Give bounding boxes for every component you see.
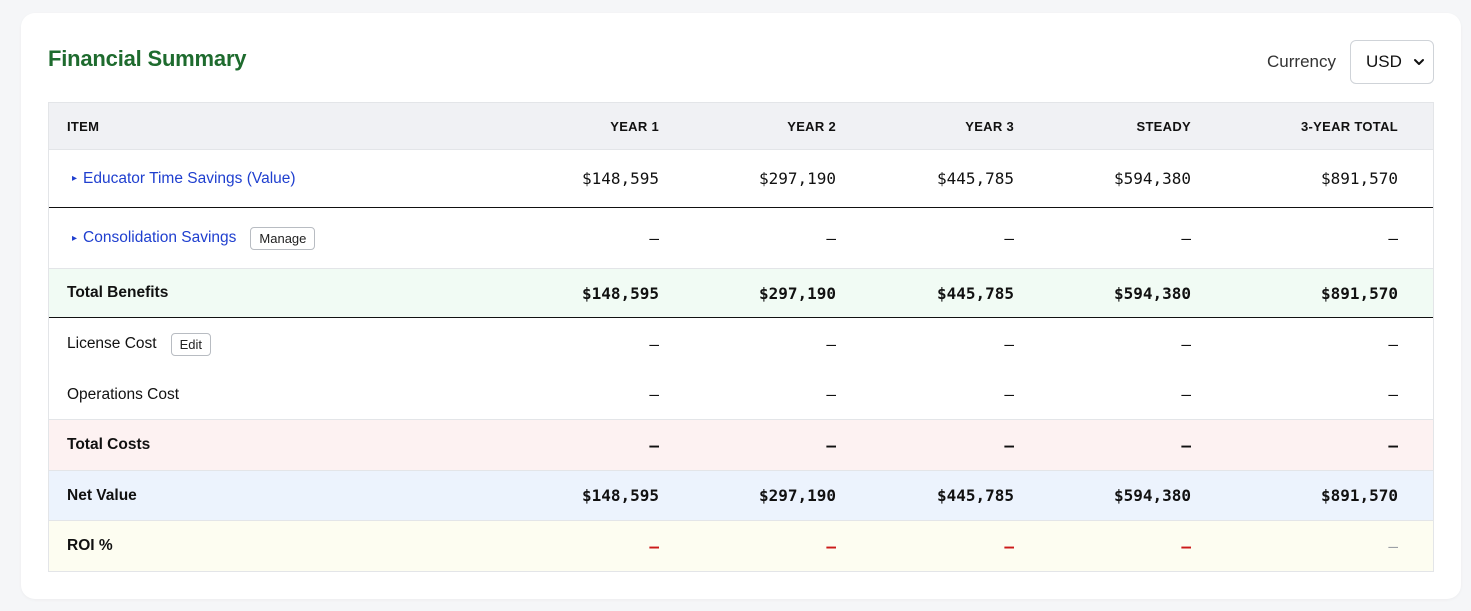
cell-steady: $594,380	[1113, 486, 1191, 505]
cell-year1: $148,595	[581, 283, 659, 303]
manage-button[interactable]: Manage	[250, 226, 316, 250]
cell-year3: –	[1004, 334, 1014, 354]
column-header-3year-total: 3-YEAR TOTAL	[1300, 118, 1398, 134]
currency-label: Currency	[1267, 52, 1336, 71]
currency-value: USD	[1366, 52, 1402, 71]
educator-time-savings-toggle[interactable]: ▸ Educator Time Savings (Value)	[49, 170, 499, 188]
cell-year1: –	[649, 334, 659, 354]
cell-year1: –	[649, 435, 659, 455]
cell-3year-total: –	[1388, 435, 1398, 455]
financial-table: ITEM YEAR 1 YEAR 2 YEAR 3 STEADY 3-YEAR …	[48, 102, 1434, 572]
row-label: Operations Cost	[67, 385, 179, 403]
column-header-steady: STEADY	[1136, 118, 1191, 134]
page-title: Financial Summary	[48, 46, 247, 71]
row-label: Total Costs	[67, 436, 151, 453]
cell-year3: –	[1004, 385, 1014, 404]
cell-steady: –	[1181, 385, 1191, 404]
cell-year2: –	[826, 435, 836, 455]
consolidation-savings-toggle[interactable]: Consolidation Savings	[83, 229, 237, 246]
expand-caret-icon: ▸	[72, 173, 78, 184]
row-label: ROI %	[67, 537, 113, 554]
row-label: Net Value	[67, 486, 137, 504]
table-row-net-value: Net Value $148,595 $297,190 $445,785 $59…	[49, 471, 1433, 521]
row-label: Total Benefits	[67, 284, 169, 301]
table-row-license-cost: License Cost Edit – – – – –	[49, 318, 1433, 370]
cell-year1: $148,595	[581, 169, 659, 188]
consolidation-savings-cell: ▸ Consolidation Savings Manage	[49, 226, 499, 250]
column-header-year3: YEAR 3	[965, 118, 1014, 134]
cell-year3: $445,785	[936, 486, 1014, 505]
row-label: Educator Time Savings (Value)	[83, 169, 296, 187]
expand-caret-icon[interactable]: ▸	[72, 232, 78, 244]
row-label: License Cost	[67, 335, 157, 352]
table-row-roi: ROI % – – – – –	[49, 521, 1433, 571]
table-header-row: ITEM YEAR 1 YEAR 2 YEAR 3 STEADY 3-YEAR …	[49, 103, 1433, 150]
cell-year2: –	[826, 228, 836, 248]
cell-year3: $445,785	[936, 169, 1014, 188]
financial-summary-card: Financial Summary Currency USD ITEM YEAR…	[21, 13, 1461, 599]
license-cost-cell: License Cost Edit	[49, 332, 499, 356]
cell-steady: $594,380	[1113, 169, 1191, 188]
cell-3year-total: $891,570	[1320, 283, 1398, 303]
cell-year2: $297,190	[758, 486, 836, 505]
column-header-year1: YEAR 1	[610, 118, 659, 134]
cell-year2: $297,190	[758, 283, 836, 303]
cell-3year-total: $891,570	[1320, 169, 1398, 188]
cell-year1: –	[649, 228, 659, 248]
column-header-year2: YEAR 2	[787, 118, 836, 134]
cell-year3: –	[1004, 536, 1014, 556]
edit-button[interactable]: Edit	[170, 332, 212, 356]
cell-3year-total: –	[1388, 536, 1398, 556]
cell-steady: –	[1181, 228, 1191, 248]
cell-year2: $297,190	[758, 169, 836, 188]
cell-year3: –	[1004, 228, 1014, 248]
cell-year1: –	[649, 385, 659, 404]
column-header-item: ITEM	[67, 118, 100, 134]
cell-steady: –	[1181, 334, 1191, 354]
cell-3year-total: $891,570	[1320, 486, 1398, 505]
cell-3year-total: –	[1388, 334, 1398, 354]
cell-year1: $148,595	[581, 486, 659, 505]
cell-year2: –	[826, 536, 836, 556]
cell-3year-total: –	[1388, 228, 1398, 248]
table-row-total-benefits: Total Benefits $148,595 $297,190 $445,78…	[49, 269, 1433, 318]
cell-year3: $445,785	[936, 283, 1014, 303]
cell-steady: $594,380	[1113, 283, 1191, 303]
cell-year2: –	[826, 334, 836, 354]
cell-3year-total: –	[1388, 385, 1398, 404]
table-row-consolidation-savings: ▸ Consolidation Savings Manage – – – – –	[49, 208, 1433, 269]
cell-year3: –	[1004, 435, 1014, 455]
table-row-operations-cost: Operations Cost – – – – –	[49, 370, 1433, 420]
cell-year1: –	[649, 536, 659, 556]
chevron-down-icon	[1414, 59, 1424, 65]
currency-select[interactable]: USD	[1350, 40, 1434, 84]
cell-year2: –	[826, 385, 836, 404]
cell-steady: –	[1181, 536, 1191, 556]
table-row-total-costs: Total Costs – – – – –	[49, 420, 1433, 471]
cell-steady: –	[1181, 435, 1191, 455]
table-row-educator-time-savings: ▸ Educator Time Savings (Value) $148,595…	[49, 150, 1433, 208]
